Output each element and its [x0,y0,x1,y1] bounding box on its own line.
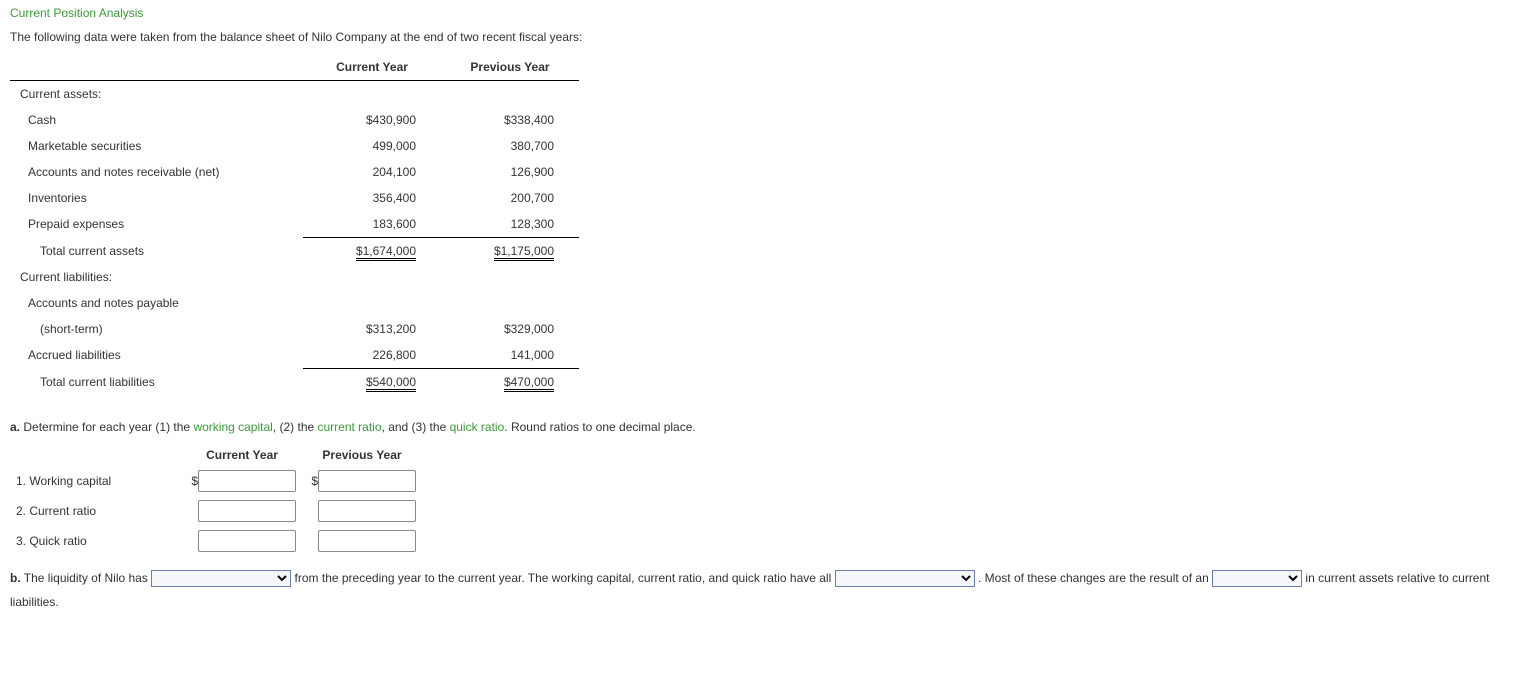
row-current-assets-header: Current assets: [10,81,303,108]
answers-table: Current Year Previous Year 1. Working ca… [10,444,422,556]
page-title: Current Position Analysis [10,6,1507,20]
select-liquidity-change[interactable] [151,570,291,587]
row-inventories-py: 200,700 [441,185,579,211]
link-quick-ratio[interactable]: quick ratio [450,420,505,434]
row-total-assets-py: $1,175,000 [494,244,554,261]
select-ratios-direction[interactable] [835,570,975,587]
row-marketable-label: Marketable securities [10,133,303,159]
ans-row-quick-ratio: 3. Quick ratio [10,526,182,556]
part-b-prompt: b. The liquidity of Nilo has from the pr… [10,566,1507,614]
row-current-liab-header: Current liabilities: [10,264,303,290]
dollar-sign: $ [188,474,198,488]
row-payable-py: $329,000 [441,316,579,342]
row-receivable-cy: 204,100 [303,159,441,185]
ans-col-current: Current Year [182,444,302,466]
ans-row-working-capital: 1. Working capital [10,466,182,496]
row-payable-cy: $313,200 [303,316,441,342]
ans-col-previous: Previous Year [302,444,422,466]
input-current-ratio-py[interactable] [318,500,416,522]
row-total-assets-label: Total current assets [10,238,303,265]
link-working-capital[interactable]: working capital [193,420,272,434]
row-payable-l1: Accounts and notes payable [10,290,303,316]
input-working-capital-py[interactable] [318,470,416,492]
row-inventories-label: Inventories [10,185,303,211]
part-b-lead: b. [10,571,21,585]
row-receivable-label: Accounts and notes receivable (net) [10,159,303,185]
row-receivable-py: 126,900 [441,159,579,185]
col-previous-year: Previous Year [441,54,579,81]
row-prepaid-py: 128,300 [441,211,579,238]
row-cash-label: Cash [10,107,303,133]
row-accrued-cy: 226,800 [303,342,441,369]
select-cause[interactable] [1212,570,1302,587]
row-total-liab-py: $470,000 [504,375,554,392]
input-current-ratio-cy[interactable] [198,500,296,522]
row-marketable-py: 380,700 [441,133,579,159]
intro-text: The following data were taken from the b… [10,30,1507,44]
balance-sheet-table: Current Year Previous Year Current asset… [10,54,579,395]
row-marketable-cy: 499,000 [303,133,441,159]
input-quick-ratio-py[interactable] [318,530,416,552]
input-quick-ratio-cy[interactable] [198,530,296,552]
dollar-sign: $ [308,474,318,488]
row-accrued-py: 141,000 [441,342,579,369]
row-inventories-cy: 356,400 [303,185,441,211]
part-a-lead: a. [10,420,20,434]
row-payable-label: (short-term) [10,316,303,342]
input-working-capital-cy[interactable] [198,470,296,492]
row-total-assets-cy: $1,674,000 [356,244,416,261]
part-a-prompt: a. Determine for each year (1) the worki… [10,420,1507,434]
link-current-ratio[interactable]: current ratio [318,420,382,434]
row-cash-py: $338,400 [441,107,579,133]
row-total-liab-cy: $540,000 [366,375,416,392]
row-cash-cy: $430,900 [303,107,441,133]
row-total-liab-label: Total current liabilities [10,369,303,396]
ans-row-current-ratio: 2. Current ratio [10,496,182,526]
row-prepaid-cy: 183,600 [303,211,441,238]
row-prepaid-label: Prepaid expenses [10,211,303,238]
row-accrued-label: Accrued liabilities [10,342,303,369]
col-current-year: Current Year [303,54,441,81]
